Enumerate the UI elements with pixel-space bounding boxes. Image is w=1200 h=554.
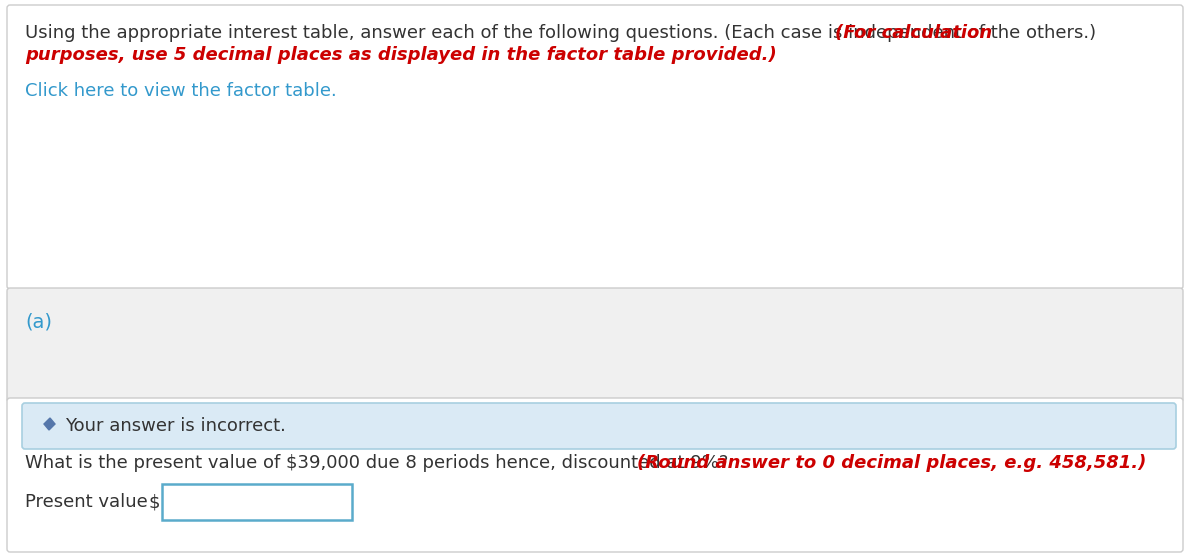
- FancyBboxPatch shape: [7, 398, 1183, 552]
- Text: Click here to view the factor table.: Click here to view the factor table.: [25, 82, 337, 100]
- Text: (Round answer to 0 decimal places, e.g. 458,581.): (Round answer to 0 decimal places, e.g. …: [637, 454, 1146, 472]
- FancyBboxPatch shape: [22, 403, 1176, 449]
- Text: $: $: [148, 493, 160, 511]
- Text: (a): (a): [25, 312, 52, 331]
- Text: purposes, use 5 decimal places as displayed in the factor table provided.): purposes, use 5 decimal places as displa…: [25, 46, 776, 64]
- FancyBboxPatch shape: [7, 288, 1183, 402]
- Text: Present value: Present value: [25, 493, 148, 511]
- FancyBboxPatch shape: [162, 484, 352, 520]
- FancyBboxPatch shape: [7, 5, 1183, 289]
- Text: Using the appropriate interest table, answer each of the following questions. (E: Using the appropriate interest table, an…: [25, 24, 1102, 42]
- Text: What is the present value of $39,000 due 8 periods hence, discounted at 9%?: What is the present value of $39,000 due…: [25, 454, 734, 472]
- Text: Your answer is incorrect.: Your answer is incorrect.: [65, 417, 286, 435]
- Polygon shape: [44, 418, 55, 430]
- Text: (For calculation: (For calculation: [835, 24, 992, 42]
